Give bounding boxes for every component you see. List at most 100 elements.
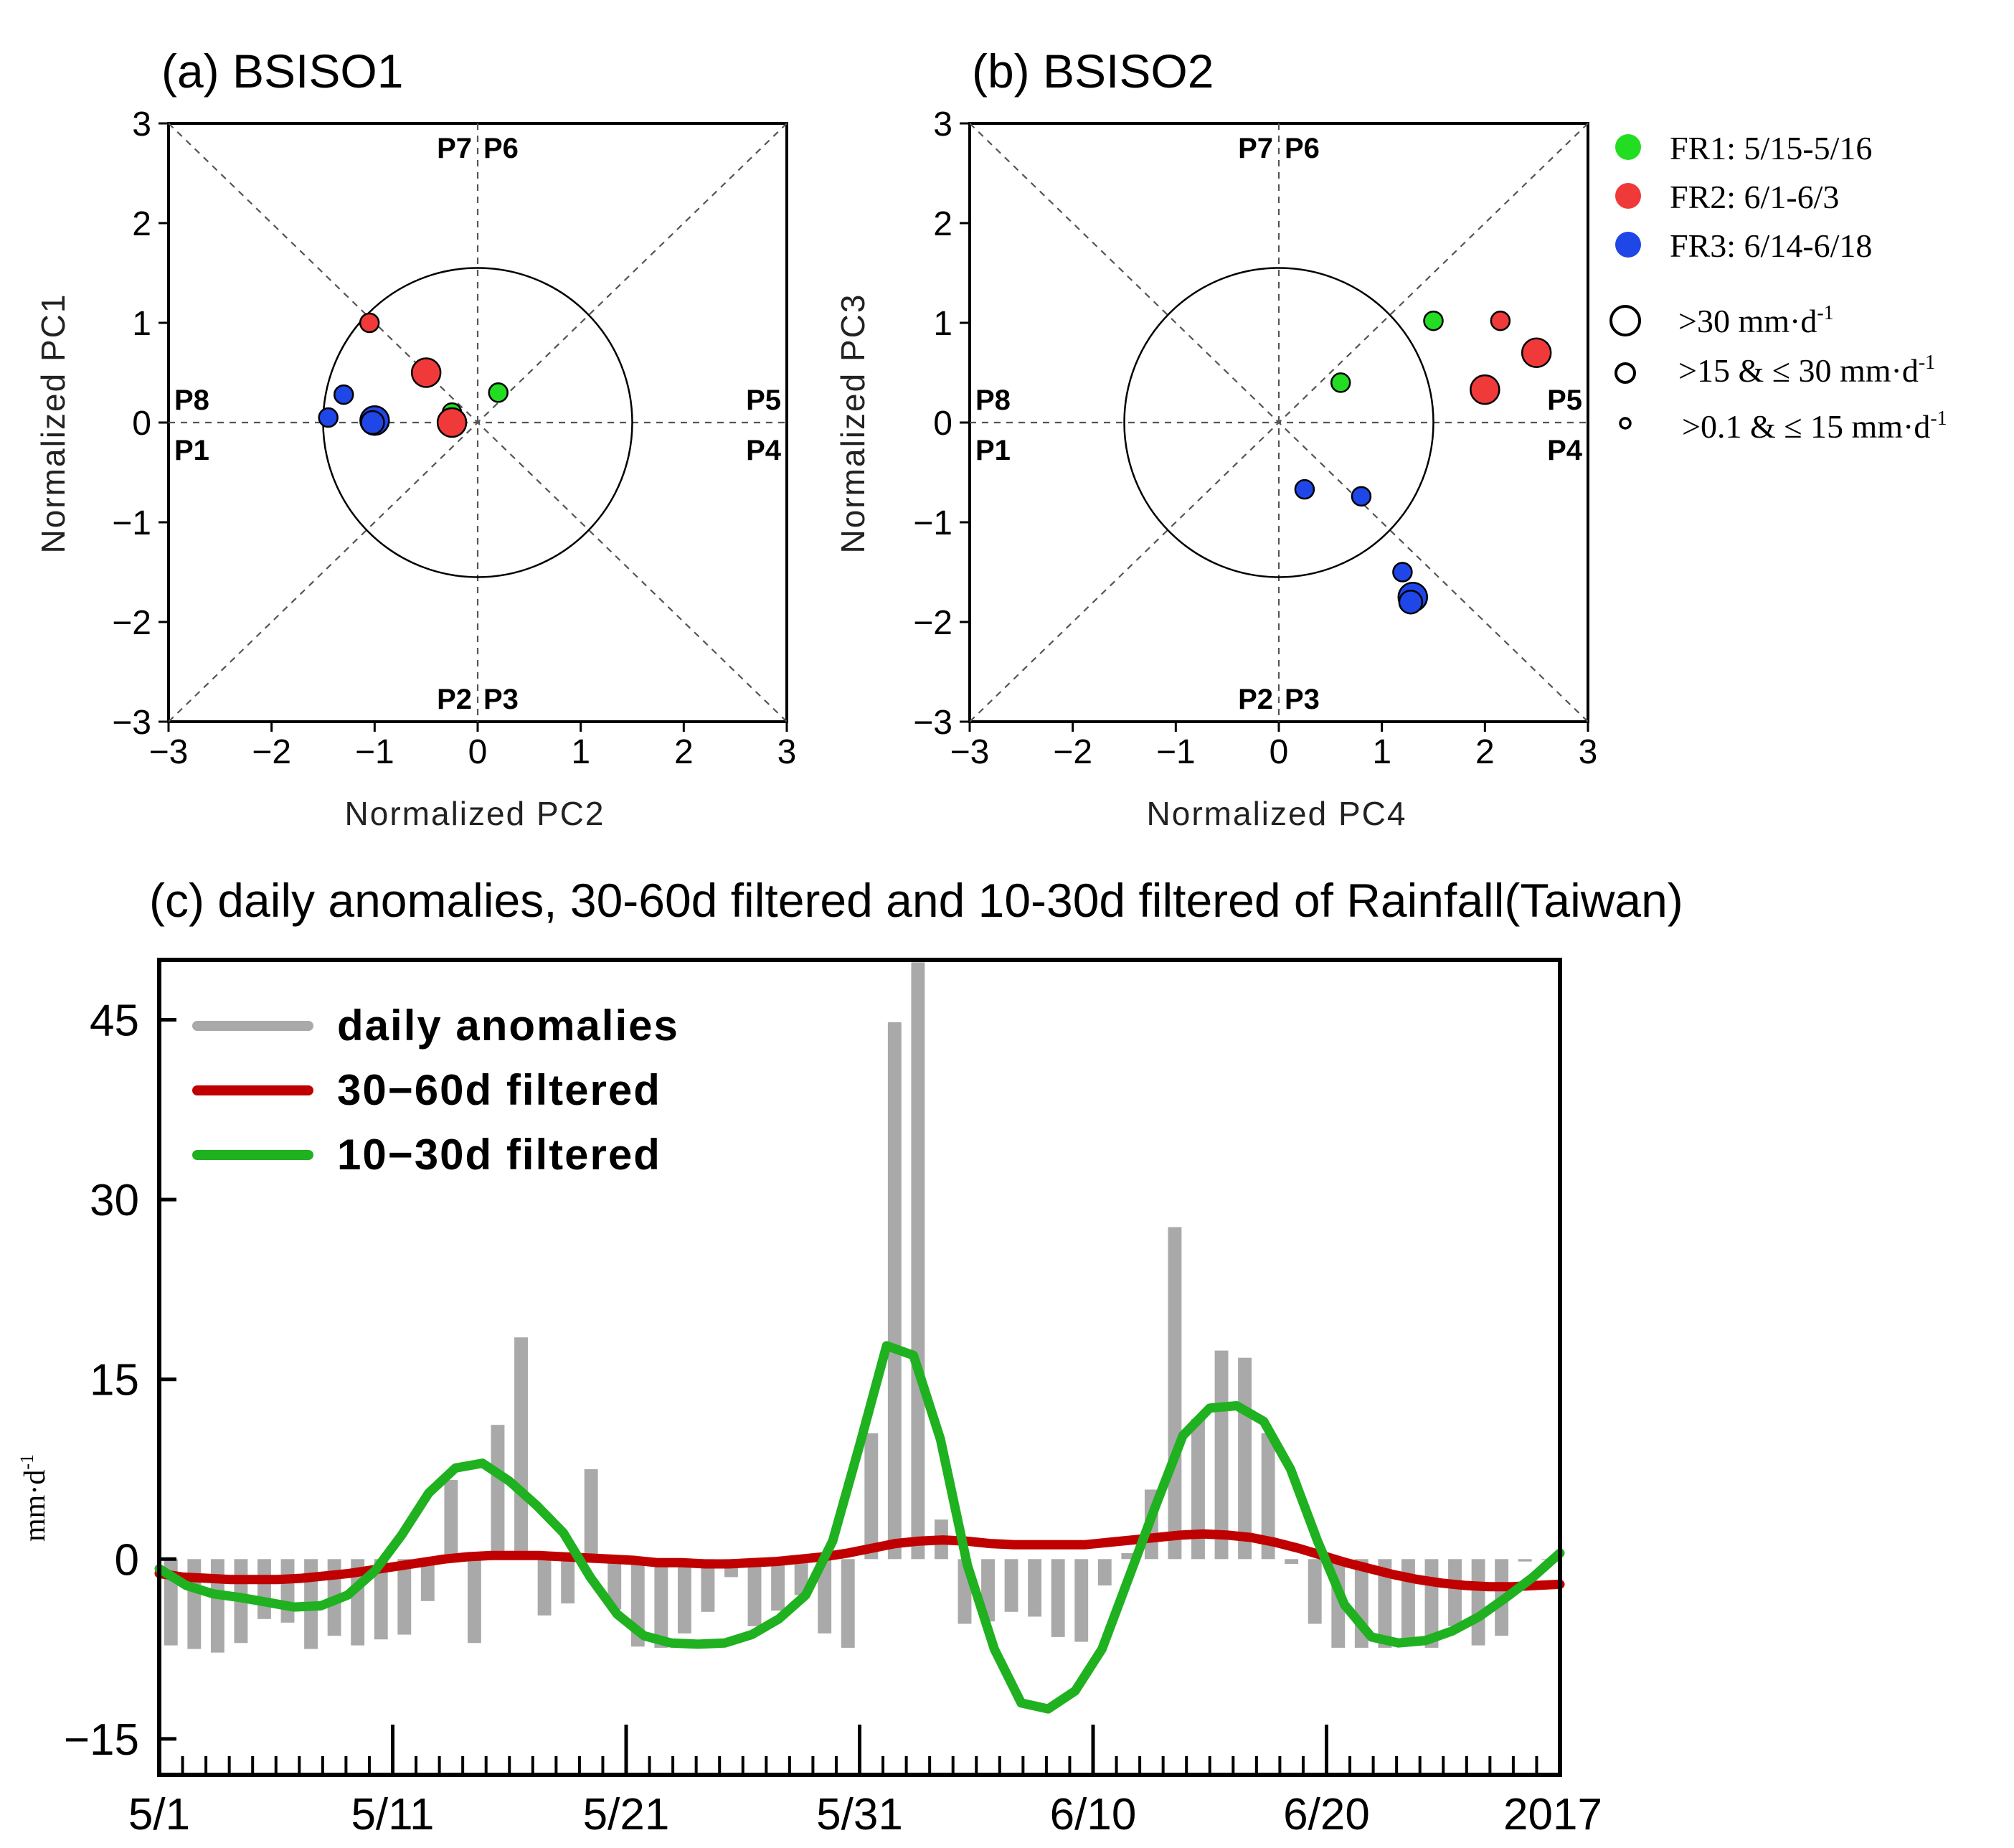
legend-size-large-marker: [1609, 305, 1641, 336]
daily-anomaly-bar: [818, 1559, 832, 1634]
daily-anomaly-bar: [1004, 1559, 1018, 1612]
daily-anomaly-bar: [1214, 1350, 1229, 1560]
panel-b-xtick-label: −3: [950, 733, 990, 771]
panel-b-ytick-label: 1: [933, 305, 952, 343]
panel-c-xtick-label: 5/21: [583, 1790, 670, 1839]
panel-a-xtick-label: 3: [777, 733, 797, 771]
legend-fr1-marker: [1615, 134, 1641, 160]
daily-anomaly-bar: [397, 1559, 412, 1635]
panel-b-point-fr2-small: [1490, 310, 1511, 331]
panel-b-ytick-label: −3: [913, 704, 952, 742]
daily-anomaly-bar: [491, 1425, 505, 1560]
panel-c-xtick-label: 6/20: [1283, 1790, 1370, 1839]
panel-b-xtick-label: −1: [1156, 733, 1196, 771]
panel-b-point-fr2-large: [1521, 337, 1552, 368]
panel-a-point-fr2-small: [359, 312, 380, 334]
legend-fr3-marker: [1615, 232, 1641, 258]
panel-a-ytick-label: 0: [132, 405, 151, 443]
daily-anomaly-bar: [654, 1559, 668, 1648]
panel-b-phase-p5: P5: [1547, 385, 1582, 416]
panel-a-ytick-label: −1: [112, 504, 151, 542]
panel-a-xtick-label: −3: [149, 733, 189, 771]
daily-anomaly-bar: [1097, 1559, 1112, 1586]
panel-b: (b) BSISO2 −3−3 −2 −2 −1 −1 0 0 1 1 2 2 3 3 P7 P6 P2 P3 P…: [834, 44, 1597, 832]
panel-b-point-fr3-medium: [1398, 589, 1424, 615]
daily-anomaly-bar: [561, 1559, 575, 1604]
legend-size-small-label: >0.1 & ≤ 15 mm·d-1: [1682, 407, 1947, 445]
daily-anomaly-bar: [887, 1022, 902, 1560]
daily-anomaly-bar: [1401, 1559, 1415, 1644]
panel-a-ytick-label: 2: [132, 205, 151, 243]
panel-b-ytick-label: −2: [913, 604, 952, 642]
panel-a-phase-p4: P4: [746, 435, 782, 466]
daily-anomaly-bar: [257, 1559, 271, 1619]
daily-anomaly-bar: [911, 962, 925, 1560]
panel-c-plot-area: −15 0 15 30 45 5/1 5/11 5/21 5/31 6/10 6/20 2017 dai…: [64, 958, 1602, 1839]
panel-a-ylabel: Normalized PC1: [34, 293, 72, 554]
panel-a-phase-p3: P3: [483, 684, 519, 715]
panel-b-point-fr1-small: [1330, 372, 1351, 393]
panel-b-ytick-label: 2: [933, 205, 952, 243]
daily-anomaly-bar: [1028, 1559, 1042, 1617]
panel-a-xtick-label: 2: [674, 733, 694, 771]
panel-a-xtick-label: −1: [355, 733, 394, 771]
daily-anomaly-bar: [747, 1559, 762, 1626]
daily-anomaly-bar: [1051, 1559, 1065, 1637]
panel-a-xtick-label: −2: [252, 733, 291, 771]
legend-30-60d-label: 30−60d filtered: [337, 1066, 661, 1114]
legend-size-medium-label: >15 & ≤ 30 mm·d-1: [1678, 352, 1935, 389]
panel-c-ytick-label: −15: [64, 1715, 139, 1765]
daily-anomaly-bar: [1261, 1433, 1275, 1560]
panel-c-xtick-label: 5/31: [816, 1790, 903, 1839]
panel-a-title: (a) BSISO1: [161, 44, 403, 98]
daily-anomaly-bar: [864, 1433, 879, 1560]
legend-fr3-label: FR3: 6/14-6/18: [1670, 227, 1872, 264]
daily-anomaly-bar: [1191, 1418, 1205, 1560]
panel-c-ytick-label: 30: [90, 1176, 139, 1225]
panel-b-xtick-label: 3: [1579, 733, 1598, 771]
daily-anomaly-bar: [1238, 1357, 1252, 1560]
daily-anomaly-bar: [374, 1559, 388, 1640]
daily-anomaly-bar: [1471, 1559, 1485, 1646]
panel-c-xtick-label: 5/11: [351, 1790, 434, 1839]
daily-anomaly-bar: [1448, 1559, 1462, 1626]
daily-anomaly-bar: [280, 1559, 295, 1623]
panel-b-phase-p7: P7: [1238, 133, 1273, 164]
legend-fr2-label: FR2: 6/1-6/3: [1670, 179, 1839, 215]
panel-a-ytick-label: −2: [112, 604, 151, 642]
daily-anomaly-bar: [187, 1559, 202, 1649]
panel-a-phase-p2: P2: [437, 684, 472, 715]
panel-b-phase-p3: P3: [1285, 684, 1320, 715]
panel-a-ytick-label: −3: [112, 704, 151, 742]
daily-anomaly-bar: [467, 1559, 481, 1644]
daily-anomaly-bar: [1378, 1559, 1392, 1648]
daily-anomaly-bar: [1168, 1227, 1182, 1560]
panel-a-phase-p5: P5: [746, 385, 781, 416]
panel-c-xtick-label: 5/1: [128, 1790, 190, 1839]
panel-b-phase-p4: P4: [1547, 435, 1583, 466]
panel-b-phase-p8: P8: [975, 385, 1011, 416]
daily-anomaly-bar: [794, 1559, 808, 1595]
daily-anomaly-bar: [1285, 1559, 1299, 1564]
panel-a-plot-area: −3−3 −2 −2 −1 −1 0 0 1 1 2 2 3 3 P7 P6 P2 P3 P8 P1 P5 P4: [112, 105, 796, 771]
daily-anomaly-bar: [677, 1559, 691, 1634]
panel-c-ytick-label: 0: [115, 1535, 139, 1585]
panel-a-phase-p1: P1: [174, 435, 209, 466]
panel-c-ylabel: mm·d-1: [16, 1454, 52, 1542]
panel-c-xtick-label: 6/10: [1050, 1790, 1137, 1839]
line-10-30d-filtered: [154, 1341, 1565, 1714]
panel-a-xlabel: Normalized PC2: [345, 795, 605, 832]
panel-b-phase-p2: P2: [1238, 684, 1273, 715]
legend-10-30d-label: 10−30d filtered: [337, 1131, 661, 1179]
panel-b-amplitude-circle: [1123, 267, 1434, 578]
panel-b-point-fr3-small: [1294, 478, 1315, 500]
panel-a: (a) BSISO1 −3−3 −2 −2 −1 −1 0 0 1 1 2 2 3 3 P7 P6 P2 P3 P…: [34, 44, 796, 832]
group-legend: FR1: 5/15-5/16 FR2: 6/1-6/3 FR3: 6/14-6/…: [1609, 130, 1947, 445]
panel-a-point-fr2-large: [436, 407, 468, 438]
panel-b-ytick-label: 3: [933, 105, 952, 143]
daily-anomaly-bar: [444, 1480, 458, 1560]
daily-anomaly-bar: [701, 1559, 715, 1612]
daily-anomaly-bar: [210, 1559, 224, 1653]
panel-b-ylabel: Normalized PC3: [834, 293, 871, 554]
